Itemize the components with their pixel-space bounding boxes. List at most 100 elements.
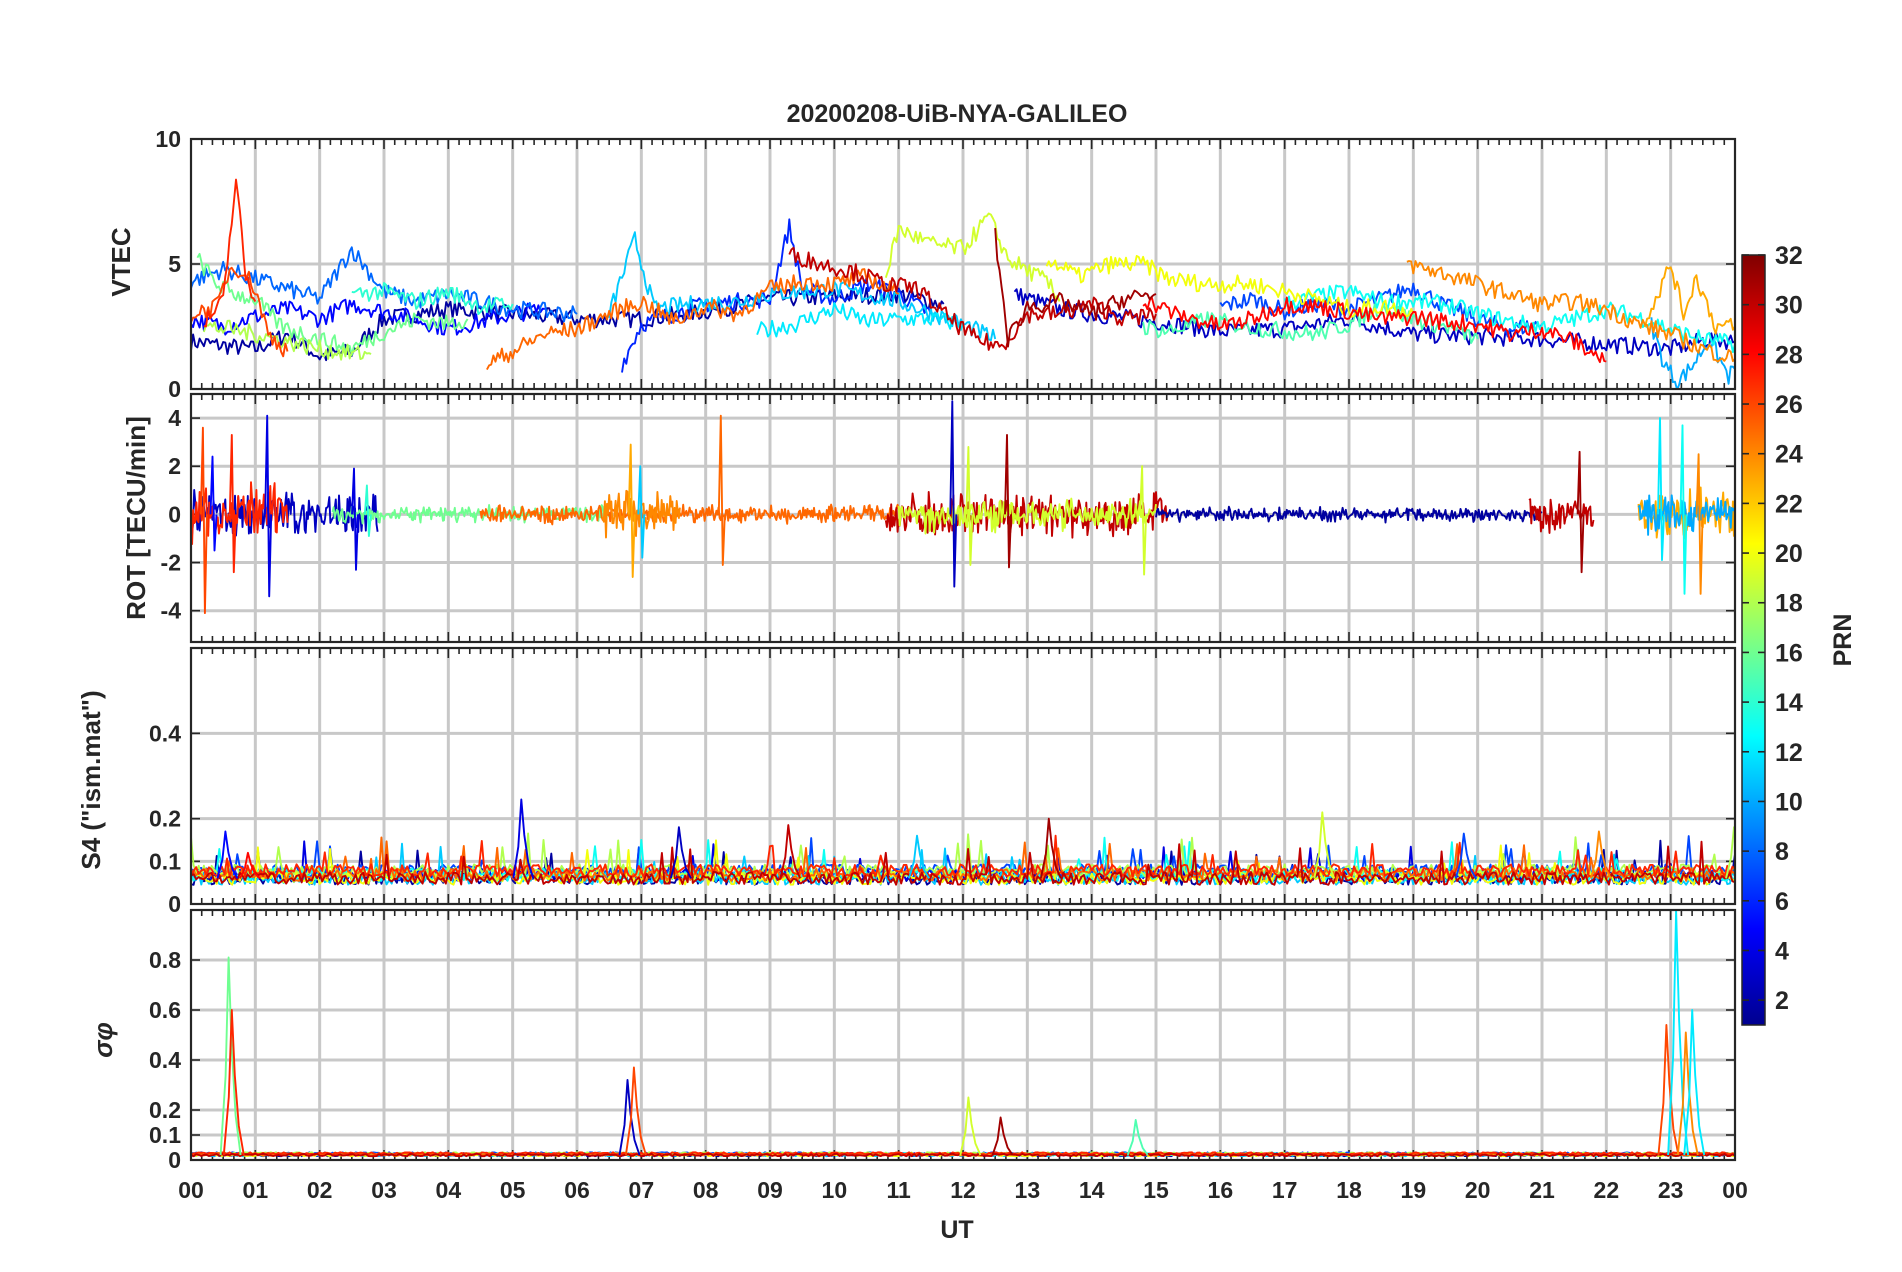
- colorbar-tick-label: 2: [1775, 987, 1789, 1015]
- rot-spike-prn-4: [264, 414, 273, 598]
- peak-prn-24: [1589, 830, 1612, 879]
- x-tick-label: 19: [1401, 1177, 1427, 1203]
- y-tick-label: 5: [168, 251, 181, 277]
- peak-prn-27: [222, 1009, 245, 1156]
- y-tick-label: -4: [161, 598, 182, 624]
- colorbar-tick-label: 4: [1775, 937, 1789, 965]
- peak-prn-18: [1725, 826, 1735, 879]
- y-tick-label: 0.6: [149, 997, 181, 1023]
- traces: [191, 798, 1735, 886]
- colorbar-tick-label: 8: [1775, 838, 1789, 866]
- peak-prn-3: [669, 826, 692, 879]
- series-prn-12: [756, 301, 964, 338]
- rot-spike-prn-13: [1679, 424, 1688, 595]
- rot-noise-prn-16: [331, 504, 611, 525]
- rot-spike-prn-5: [209, 455, 218, 552]
- series-prn-24: [1406, 260, 1735, 363]
- colorbar-tick-label: 24: [1775, 441, 1803, 469]
- series-prn-25: [486, 268, 900, 371]
- axes-box: [189, 908, 1737, 1162]
- rot-spike-prn-24: [1695, 453, 1704, 595]
- series-prn-23: [1643, 266, 1735, 335]
- rot-noise-prn-2: [1155, 505, 1543, 524]
- peak-prn-31: [1039, 817, 1062, 879]
- rot-spike-prn-11: [637, 465, 646, 559]
- x-tick-label: 10: [822, 1177, 848, 1203]
- peak-prn-3: [618, 1079, 641, 1156]
- axes-box: [189, 646, 1737, 906]
- x-tick-label: 22: [1594, 1177, 1620, 1203]
- peak-prn-11: [908, 834, 930, 879]
- rot-spike-prn-19: [965, 446, 974, 566]
- colorbar-label: PRN: [1829, 614, 1857, 667]
- x-tick-label: 21: [1529, 1177, 1555, 1203]
- colorbar-gradient: [1741, 254, 1766, 1026]
- series-prn-10: [1650, 317, 1735, 389]
- baseline-prn-30: [191, 840, 1735, 886]
- series-prn-6: [621, 218, 932, 373]
- x-axis: 00 01 02 03 04 05 06 07 08 09 10 11 12 13 14 15 16 17 18 19…: [178, 1177, 1748, 1203]
- peak-prn-26: [1657, 1024, 1680, 1156]
- colorbar-tick-label: 26: [1775, 391, 1803, 419]
- x-tick-label: 01: [243, 1177, 269, 1203]
- peak-prn-15: [1126, 1119, 1149, 1156]
- rot-noise-prn-19: [897, 497, 1157, 535]
- series-prn-14: [351, 282, 514, 316]
- peak-prn-16: [219, 956, 242, 1156]
- peak-prn-19: [1313, 811, 1336, 879]
- series-prn-31: [994, 228, 1157, 348]
- y-tick-label: 0.4: [149, 1047, 181, 1073]
- panel-sigma-phi: 00.10.2 0.4 0.6 0.8: [149, 908, 1737, 1173]
- colorbar-tick-label: 12: [1775, 739, 1803, 767]
- peak-prn-5: [216, 830, 239, 879]
- x-tick-label: 12: [950, 1177, 976, 1203]
- y-tick-label: 4: [168, 405, 181, 431]
- x-tick-label: 08: [693, 1177, 719, 1203]
- x-tick-label: 13: [1015, 1177, 1041, 1203]
- peak-prn-12: [1683, 1009, 1706, 1156]
- series-prn-19: [884, 212, 1061, 302]
- colorbar-tick-label: 16: [1775, 639, 1803, 667]
- rot-spike-prn-12: [1657, 417, 1665, 562]
- y-tick-label: 0: [168, 501, 181, 527]
- y-tick-label: 0.4: [149, 720, 181, 746]
- colorbar-tick-label: 10: [1775, 788, 1803, 816]
- peak-prn-30: [779, 824, 802, 879]
- rot-ylabel: ROT [TECU/min]: [121, 416, 151, 620]
- colorbar-tick-label: 14: [1775, 689, 1803, 717]
- rot-spike-prn-3: [949, 400, 958, 588]
- rot-spike-prn-14: [363, 484, 372, 538]
- vtec-ylabel: VTEC: [106, 227, 136, 297]
- rot-spike-prn-4: [351, 467, 359, 571]
- x-tick-label: 16: [1208, 1177, 1234, 1203]
- baseline-prn-20: [191, 839, 1735, 886]
- peak-prn-24: [1676, 1031, 1699, 1156]
- x-tick-label: 18: [1336, 1177, 1362, 1203]
- series-prn-15: [1142, 303, 1479, 344]
- colorbar-tick-label: 22: [1775, 490, 1803, 518]
- sigma-phi-ylabel: σφ: [88, 1022, 118, 1058]
- series-prn-30: [788, 246, 1157, 351]
- axes-box: [189, 137, 1737, 391]
- chart-title: 20200208-UiB-NYA-GALILEO: [787, 100, 1128, 128]
- y-tick-label: 0.2: [149, 1097, 181, 1123]
- peak-prn-26: [624, 1066, 647, 1156]
- series-prn-27: [203, 178, 257, 328]
- axes-box: [189, 392, 1737, 644]
- x-tick-label: 03: [371, 1177, 397, 1203]
- y-tick-label: 0.8: [149, 947, 181, 973]
- x-axis-label: UT: [940, 1216, 973, 1244]
- rot-spike-prn-25: [717, 414, 726, 566]
- peak-prn-28: [239, 851, 261, 880]
- rot-spike-prn-26: [199, 426, 208, 615]
- x-tick-label: 05: [500, 1177, 526, 1203]
- y-tick-label: -2: [161, 550, 181, 576]
- rot-spike-prn-31: [1576, 450, 1585, 574]
- peak-prn-31: [991, 1116, 1014, 1156]
- peak-prn-12: [1667, 910, 1690, 1156]
- baseline-prn-30: [191, 1152, 1735, 1158]
- x-tick-label: 04: [436, 1177, 462, 1203]
- traces: [191, 910, 1735, 1158]
- y-tick-label: 0: [168, 376, 181, 402]
